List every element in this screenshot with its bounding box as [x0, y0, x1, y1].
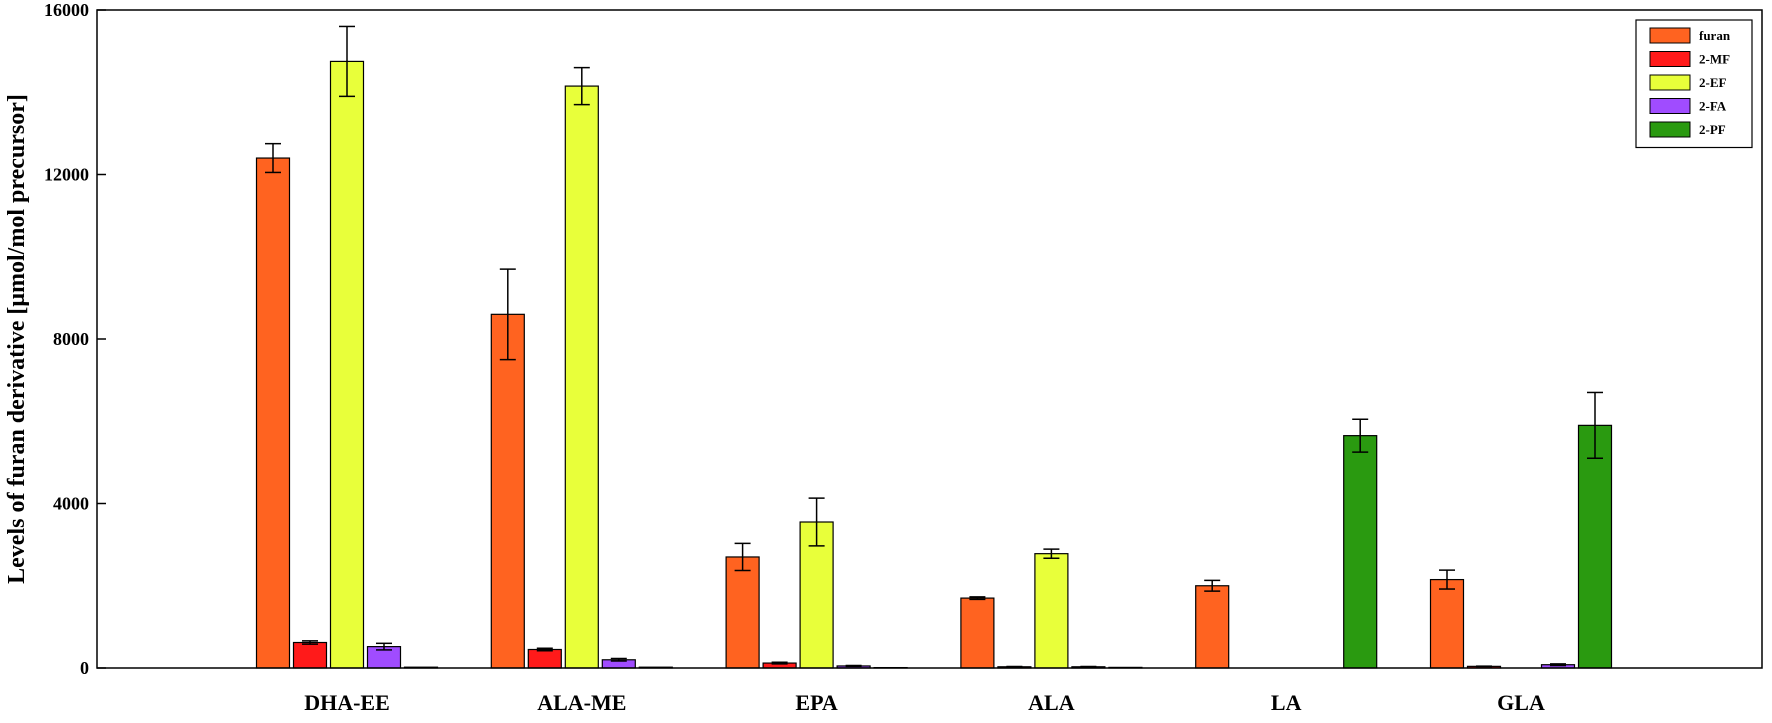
x-tick-label: LA — [1271, 690, 1302, 715]
bar-furan-ala-me — [490, 313, 525, 669]
bar-2-pf-gla — [1577, 424, 1613, 669]
y-axis-title: Levels of furan derivative [μmol/mol pre… — [4, 94, 30, 584]
x-tick-label: ALA-ME — [537, 690, 626, 715]
bar-2-pf-la — [1343, 435, 1378, 669]
legend-swatch — [1649, 27, 1691, 44]
legend-swatch — [1649, 74, 1691, 91]
bar-2-mf-dha-ee — [292, 641, 328, 669]
x-axis-labels: DHA-EE ALA-ME EPA ALA LA GLA — [304, 690, 1545, 715]
x-tick-label: EPA — [795, 690, 837, 715]
y-tick-label: 0 — [80, 658, 89, 678]
y-tick-label: 8000 — [53, 329, 89, 349]
legend-label: 2-PF — [1699, 122, 1726, 137]
legend-swatch — [1649, 51, 1691, 67]
legend-label: 2-FA — [1699, 99, 1727, 114]
bar-2-ef-ala — [1034, 553, 1069, 669]
x-tick-label: GLA — [1497, 690, 1545, 715]
bar-furan-ala — [960, 597, 995, 669]
legend-label: 2-EF — [1699, 75, 1727, 90]
legend-swatch — [1649, 98, 1691, 114]
legend-label: 2-MF — [1699, 52, 1730, 67]
y-axis-ticks: 0 4000 8000 12000 16000 — [44, 0, 106, 678]
bar-2-ef-dha-ee — [329, 60, 365, 669]
y-tick-label: 12000 — [44, 165, 89, 185]
legend: furan 2-MF 2-EF 2-FA 2-PF — [1635, 19, 1753, 149]
bar-furan-la — [1195, 585, 1230, 669]
bars-layer — [255, 60, 1613, 669]
bar-furan-epa — [725, 556, 760, 669]
legend-swatch — [1649, 121, 1691, 138]
x-tick-label: ALA — [1028, 690, 1075, 715]
bar-furan-gla — [1429, 578, 1465, 669]
bar-2-ef-ala-me — [564, 85, 599, 669]
error-bars-layer — [265, 25, 1603, 668]
legend-label: furan — [1699, 28, 1731, 43]
y-tick-label: 4000 — [53, 494, 89, 514]
bar-furan-dha-ee — [255, 157, 291, 669]
bar-2-mf-ala-me — [527, 648, 562, 669]
y-tick-label: 16000 — [44, 0, 89, 20]
x-tick-label: DHA-EE — [304, 690, 390, 715]
